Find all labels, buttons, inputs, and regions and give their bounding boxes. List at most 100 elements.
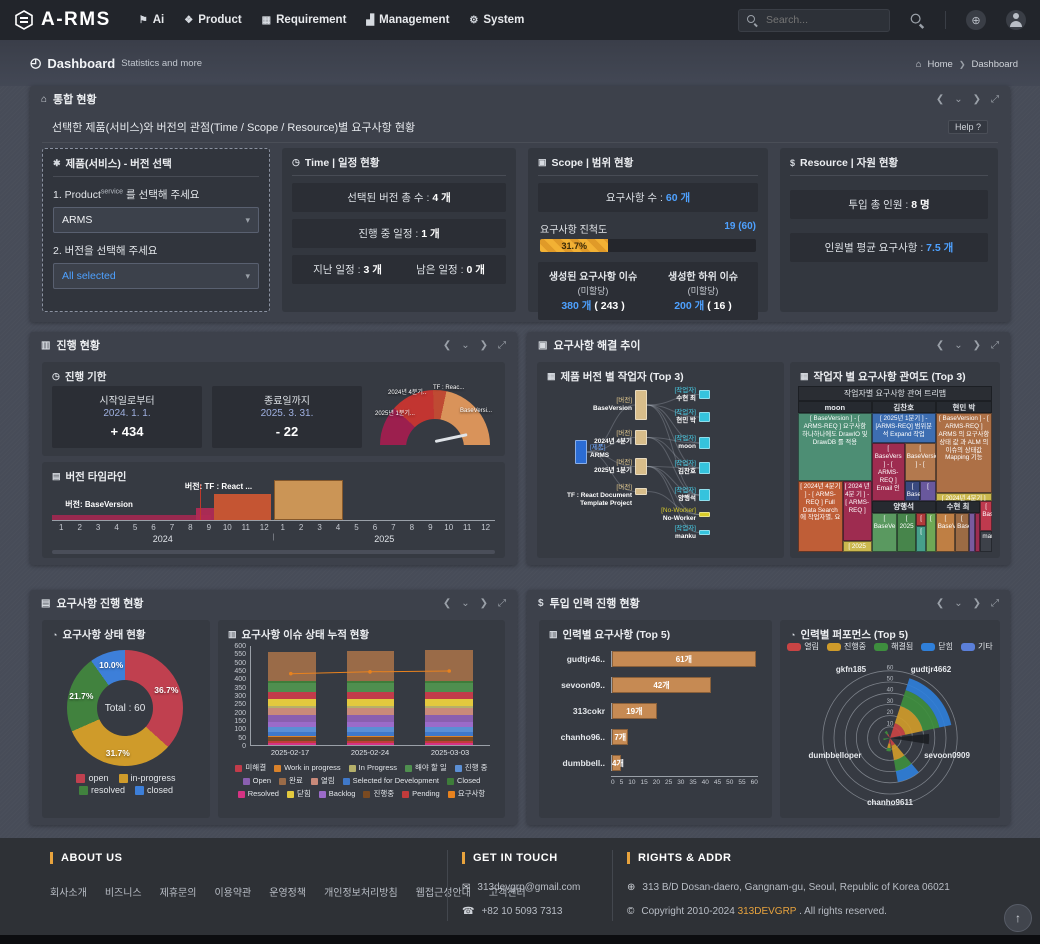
footer-email[interactable]: 313devgrp@gmail.com bbox=[477, 882, 581, 893]
nav-item-system[interactable]: ⚙ System bbox=[469, 14, 525, 26]
nav-item-ai[interactable]: ⚑ Ai bbox=[138, 14, 165, 26]
network-node-w6[interactable] bbox=[699, 512, 710, 517]
collapse-icon[interactable]: ⌄ bbox=[954, 597, 963, 609]
stacked-legend-item[interactable]: Backlog bbox=[318, 789, 355, 800]
stacked-legend-item[interactable]: Work in progress bbox=[274, 763, 341, 774]
treemap-header[interactable]: 김찬호 bbox=[871, 401, 936, 414]
breadcrumb-home[interactable]: Home bbox=[927, 59, 953, 70]
timeline-bar[interactable] bbox=[213, 494, 272, 520]
treemap-cell[interactable]: [ bbox=[916, 526, 927, 552]
collapse-icon[interactable]: ⌄ bbox=[461, 597, 470, 609]
footer-phone[interactable]: +82 10 5093 7313 bbox=[481, 906, 563, 917]
treemap-cell[interactable]: [ BaseVersion ] - [ ARMS-REQ ] ARMS 의 요구… bbox=[935, 413, 992, 494]
nav-item-requirement[interactable]: ▦ Requirement bbox=[261, 14, 347, 26]
user-icon[interactable] bbox=[1006, 10, 1026, 30]
network-node-v1[interactable] bbox=[635, 390, 647, 420]
search-submit-icon[interactable] bbox=[910, 13, 925, 27]
polar-legend-item[interactable]: 해결됨 bbox=[874, 641, 913, 652]
help-button[interactable]: Help ? bbox=[947, 120, 988, 134]
treemap-cell[interactable]: [ BaseVersio ] - [ bbox=[904, 443, 936, 482]
hbar-bar[interactable]: 7개 bbox=[612, 729, 629, 745]
treemap-cell[interactable] bbox=[968, 512, 975, 552]
treemap-cell[interactable]: [ 2024년 4분기 ] bbox=[935, 493, 992, 501]
footer-link[interactable]: 고객센터 bbox=[488, 888, 526, 899]
next-icon[interactable]: ❯ bbox=[972, 597, 981, 609]
footer-link[interactable]: 운영정책 bbox=[269, 888, 307, 899]
treemap-cell[interactable] bbox=[974, 512, 981, 552]
brand[interactable]: A-RMS bbox=[14, 9, 111, 31]
treemap-cell[interactable]: [ BaseV bbox=[904, 481, 921, 501]
stacked-legend-item[interactable]: 진행중 bbox=[363, 789, 394, 800]
network-node-v2[interactable] bbox=[635, 430, 647, 445]
treemap-header[interactable]: moon bbox=[798, 401, 872, 414]
treemap-header[interactable]: 수현 최 bbox=[935, 500, 981, 513]
donut-legend-item[interactable]: in-progress bbox=[118, 773, 176, 783]
network-node-w1[interactable] bbox=[699, 390, 710, 399]
globe-icon[interactable]: ⊕ bbox=[966, 10, 986, 30]
footer-link[interactable]: 이용약관 bbox=[214, 888, 252, 899]
polar-legend-item[interactable]: 기타 bbox=[960, 641, 993, 652]
network-node-v3[interactable] bbox=[635, 458, 647, 475]
expand-icon[interactable]: ⤢ bbox=[498, 339, 506, 351]
treemap-cell[interactable]: [ 2024 년 4분 기 ] - [ ARMS- REQ ] bbox=[842, 481, 872, 542]
footer-link[interactable]: 개인정보처리방침 bbox=[324, 888, 398, 899]
prev-icon[interactable]: ❮ bbox=[935, 339, 945, 351]
treemap-cell[interactable]: [ 2025 bbox=[842, 541, 872, 552]
footer-link[interactable]: 제휴문의 bbox=[159, 888, 197, 899]
version-select[interactable]: All selected ▾ bbox=[53, 263, 259, 289]
treemap-cell[interactable]: [ BaseVers ] - [ ARMS-REQ ] Email 인 bbox=[871, 443, 905, 501]
nav-item-product[interactable]: ❖ Product bbox=[184, 14, 242, 26]
stacked-bar[interactable] bbox=[267, 646, 316, 745]
prev-icon[interactable]: ❮ bbox=[935, 597, 945, 609]
treemap-header[interactable]: 양행석 bbox=[871, 500, 936, 513]
stacked-bar[interactable] bbox=[425, 646, 474, 745]
polar-legend-item[interactable]: 진행중 bbox=[827, 641, 866, 652]
stacked-bar[interactable] bbox=[346, 646, 395, 745]
treemap-cell[interactable]: [ bbox=[916, 512, 927, 527]
donut-legend-item[interactable]: open bbox=[76, 773, 109, 783]
hbar-bar[interactable]: 19개 bbox=[612, 703, 657, 719]
treemap-cell[interactable]: [ BaseVersion ] - [ ARMS-REQ ] 요구사항 하나하나… bbox=[798, 413, 872, 482]
stacked-legend-item[interactable]: 해야 할 일 bbox=[405, 763, 447, 774]
stacked-legend-item[interactable]: 요구사항 bbox=[447, 789, 485, 800]
stacked-legend-item[interactable]: 미해결 bbox=[235, 763, 266, 774]
network-node-w2[interactable] bbox=[699, 412, 710, 422]
treemap-header[interactable]: 현민 박 bbox=[935, 401, 992, 414]
product-select[interactable]: ARMS ▾ bbox=[53, 207, 259, 233]
hbar-bar[interactable]: 42개 bbox=[612, 677, 711, 693]
treemap-cell[interactable]: [ 2024년 4분기 ] - [ ARMS-REQ ] Full Data S… bbox=[798, 481, 843, 552]
expand-icon[interactable]: ⤢ bbox=[991, 597, 999, 609]
hbar-bar[interactable]: 4개 bbox=[612, 755, 624, 771]
stacked-legend-item[interactable]: Closed bbox=[446, 776, 480, 787]
treemap-cell[interactable]: [ BaseVer bbox=[935, 512, 956, 552]
stacked-legend-item[interactable]: Open bbox=[242, 776, 271, 787]
treemap-cell[interactable]: [ 2025 bbox=[896, 512, 917, 552]
prev-icon[interactable]: ❮ bbox=[442, 339, 452, 351]
collapse-icon[interactable]: ⌄ bbox=[461, 339, 470, 351]
donut-legend-item[interactable]: resolved bbox=[78, 785, 125, 795]
collapse-icon[interactable]: ⌄ bbox=[954, 93, 963, 105]
network-node-arms[interactable] bbox=[575, 440, 587, 464]
stacked-legend-item[interactable]: In Progress bbox=[348, 763, 397, 774]
stacked-legend-item[interactable]: 진행 중 bbox=[454, 763, 488, 774]
treemap-cell[interactable]: [ Base bbox=[955, 512, 969, 552]
collapse-icon[interactable]: ⌄ bbox=[954, 339, 963, 351]
network-node-w5[interactable] bbox=[699, 489, 710, 501]
treemap-cell[interactable]: [ bbox=[920, 481, 936, 501]
expand-icon[interactable]: ⤢ bbox=[991, 339, 999, 351]
prev-icon[interactable]: ❮ bbox=[442, 597, 452, 609]
timeline-scrollbar[interactable] bbox=[52, 550, 495, 554]
next-icon[interactable]: ❯ bbox=[972, 339, 981, 351]
hbar-bar[interactable]: 61개 bbox=[612, 651, 756, 667]
stacked-legend-item[interactable]: Pending bbox=[402, 789, 440, 800]
treemap-cell[interactable]: mar bbox=[980, 530, 992, 552]
scroll-to-top-button[interactable]: ↑ bbox=[1004, 904, 1032, 932]
expand-icon[interactable]: ⤢ bbox=[991, 93, 999, 105]
network-node-v4[interactable] bbox=[635, 488, 647, 495]
footer-brand-link[interactable]: 313DEVGRP bbox=[737, 906, 797, 917]
footer-link[interactable]: 비즈니스 bbox=[104, 888, 142, 899]
timeline-bar[interactable] bbox=[52, 515, 212, 520]
stacked-legend-item[interactable]: 닫힘 bbox=[286, 789, 311, 800]
prev-icon[interactable]: ❮ bbox=[935, 93, 945, 105]
timeline-bar[interactable] bbox=[273, 480, 343, 520]
